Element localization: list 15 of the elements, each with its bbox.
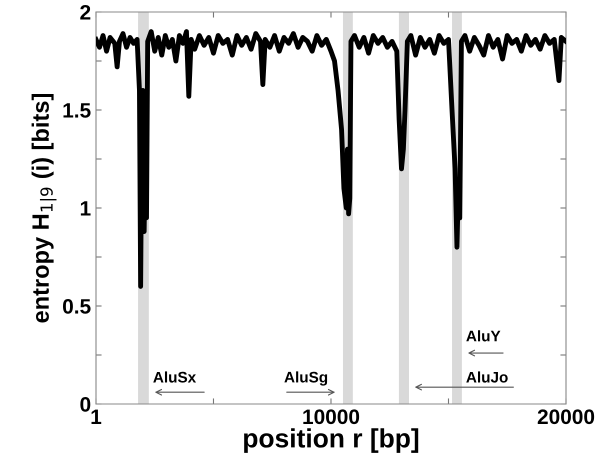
line-series xyxy=(96,29,566,289)
y-axis-title: entropy H$_{1|9}$ (i) [bits] xyxy=(32,94,56,323)
annotation: AluSg xyxy=(284,371,328,386)
x-tick-label: 1 xyxy=(92,410,102,424)
y-tick-label: 0.5 xyxy=(63,299,91,314)
y-tick-label: 0 xyxy=(80,397,90,412)
y-tick-label: 1 xyxy=(80,201,91,216)
annotation: AluJo xyxy=(466,371,508,383)
y-tick-label: 1.5 xyxy=(63,103,91,118)
x-tick-label: 20000 xyxy=(538,409,594,424)
x-tick-label: 10000 xyxy=(303,409,360,424)
annotation: AluSx xyxy=(153,371,196,383)
x-axis-title: position r [bp] xyxy=(244,428,418,453)
y-tick-label: 2 xyxy=(80,5,90,20)
annotation: AluY xyxy=(466,330,500,342)
